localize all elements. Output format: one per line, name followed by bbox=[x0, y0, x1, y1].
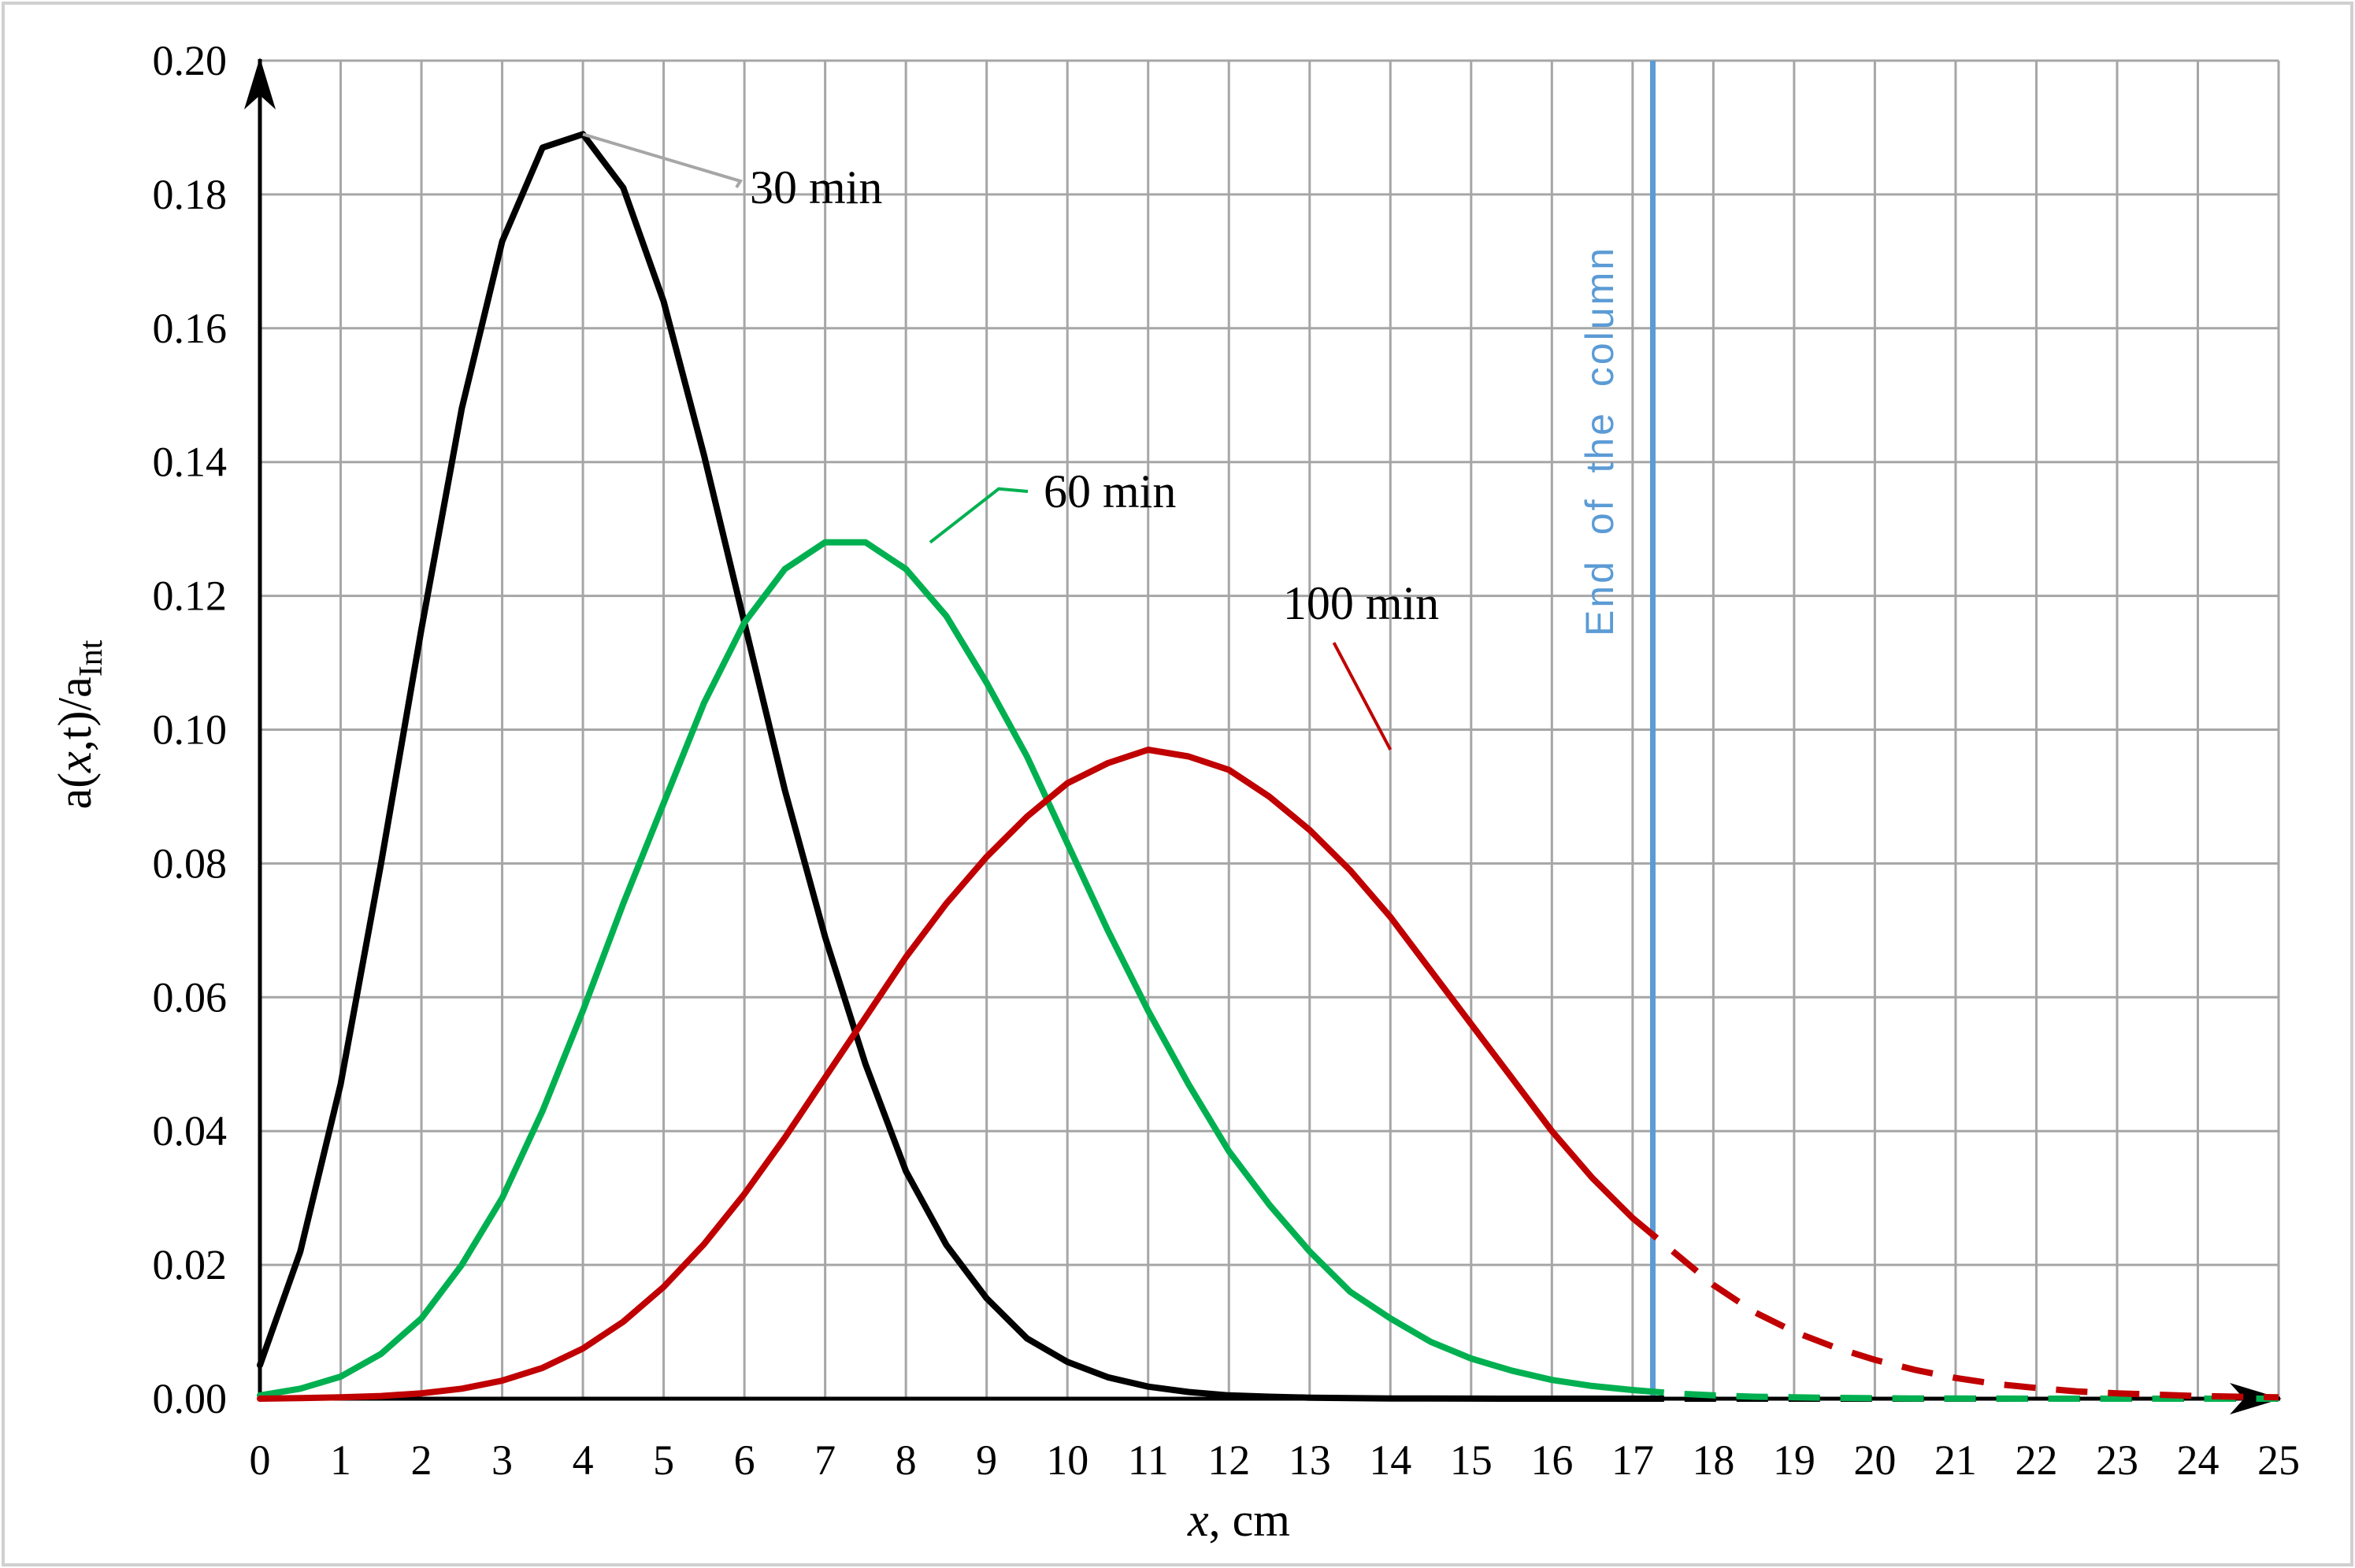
y-tick-labels: 0.00 0.02 0.04 0.06 0.08 0.10 0.12 0.14 0.16 0.18… bbox=[153, 37, 228, 1422]
axes bbox=[244, 57, 2282, 1414]
y-tick-label: 0.02 bbox=[153, 1241, 228, 1288]
y-tick-label: 0.06 bbox=[153, 973, 228, 1021]
x-axis-title-rest: , cm bbox=[1209, 1494, 1290, 1546]
y-tick-label: 0.18 bbox=[153, 171, 228, 218]
x-tick-label: 19 bbox=[1773, 1436, 1815, 1484]
column-end-label: End of the column bbox=[1578, 246, 1622, 636]
x-tick-label: 18 bbox=[1692, 1436, 1734, 1484]
y-tick-label: 0.10 bbox=[153, 706, 228, 754]
x-axis-title: x, cm bbox=[1187, 1494, 1290, 1546]
y-axis-title-var: x bbox=[49, 751, 101, 773]
y-axis-title-post: ,t)/a bbox=[49, 677, 101, 751]
y-axis-title-sub: Int bbox=[73, 639, 109, 677]
y-tick-label: 0.14 bbox=[153, 439, 228, 486]
x-tick-label: 16 bbox=[1530, 1436, 1573, 1484]
y-axis-title-pre: a( bbox=[49, 773, 101, 810]
annotation-label: 60 min bbox=[1044, 465, 1176, 517]
annotation-leader bbox=[1334, 643, 1391, 750]
x-tick-label: 22 bbox=[2015, 1436, 2057, 1484]
y-tick-label: 0.04 bbox=[153, 1107, 228, 1155]
x-tick-label: 20 bbox=[1853, 1436, 1896, 1484]
figure-frame: 0.00 0.02 0.04 0.06 0.08 0.10 0.12 0.14 0.16 0.18… bbox=[0, 0, 2355, 1568]
x-tick-label: 25 bbox=[2257, 1436, 2300, 1484]
outer-border bbox=[3, 3, 2352, 1565]
x-tick-labels: 0 1 2 3 4 5 6 7 8 9 10 11 12 13 14 15 16 17 18 19 20 21 22 23 24… bbox=[250, 1436, 2301, 1484]
grid bbox=[260, 61, 2279, 1399]
x-tick-label: 8 bbox=[896, 1436, 917, 1484]
series-line-30-min bbox=[260, 134, 1633, 1399]
y-tick-label: 0.08 bbox=[153, 840, 228, 887]
x-tick-label: 13 bbox=[1289, 1436, 1331, 1484]
x-tick-label: 12 bbox=[1207, 1436, 1250, 1484]
x-tick-label: 7 bbox=[814, 1436, 836, 1484]
x-axis-title-var: x bbox=[1187, 1494, 1209, 1546]
annotation-leader bbox=[930, 489, 1028, 543]
chart-svg: 0.00 0.02 0.04 0.06 0.08 0.10 0.12 0.14 0.16 0.18… bbox=[0, 0, 2355, 1568]
x-tick-label: 3 bbox=[491, 1436, 513, 1484]
series-group bbox=[260, 134, 2279, 1399]
y-tick-label: 0.12 bbox=[153, 573, 228, 620]
x-tick-label: 17 bbox=[1611, 1436, 1654, 1484]
x-tick-label: 21 bbox=[1934, 1436, 1977, 1484]
x-tick-label: 14 bbox=[1369, 1436, 1411, 1484]
y-axis-title: a(x,t)/aInt bbox=[49, 639, 109, 809]
y-tick-label: 0.16 bbox=[153, 305, 228, 352]
x-tick-label: 9 bbox=[976, 1436, 997, 1484]
x-tick-label: 10 bbox=[1046, 1436, 1088, 1484]
annotation-label: 30 min bbox=[750, 161, 882, 213]
x-tick-label: 0 bbox=[250, 1436, 271, 1484]
x-tick-label: 2 bbox=[411, 1436, 432, 1484]
x-tick-label: 24 bbox=[2176, 1436, 2219, 1484]
x-tick-label: 23 bbox=[2096, 1436, 2138, 1484]
x-tick-label: 11 bbox=[1128, 1436, 1169, 1484]
x-tick-label: 5 bbox=[653, 1436, 674, 1484]
y-tick-label: 0.20 bbox=[153, 37, 228, 84]
x-tick-label: 6 bbox=[734, 1436, 755, 1484]
y-tick-label: 0.00 bbox=[153, 1375, 228, 1422]
x-tick-label: 4 bbox=[573, 1436, 594, 1484]
series-line-100-min bbox=[260, 750, 1633, 1399]
annotation-label: 100 min bbox=[1283, 577, 1439, 629]
x-tick-label: 15 bbox=[1450, 1436, 1493, 1484]
x-tick-label: 1 bbox=[330, 1436, 351, 1484]
